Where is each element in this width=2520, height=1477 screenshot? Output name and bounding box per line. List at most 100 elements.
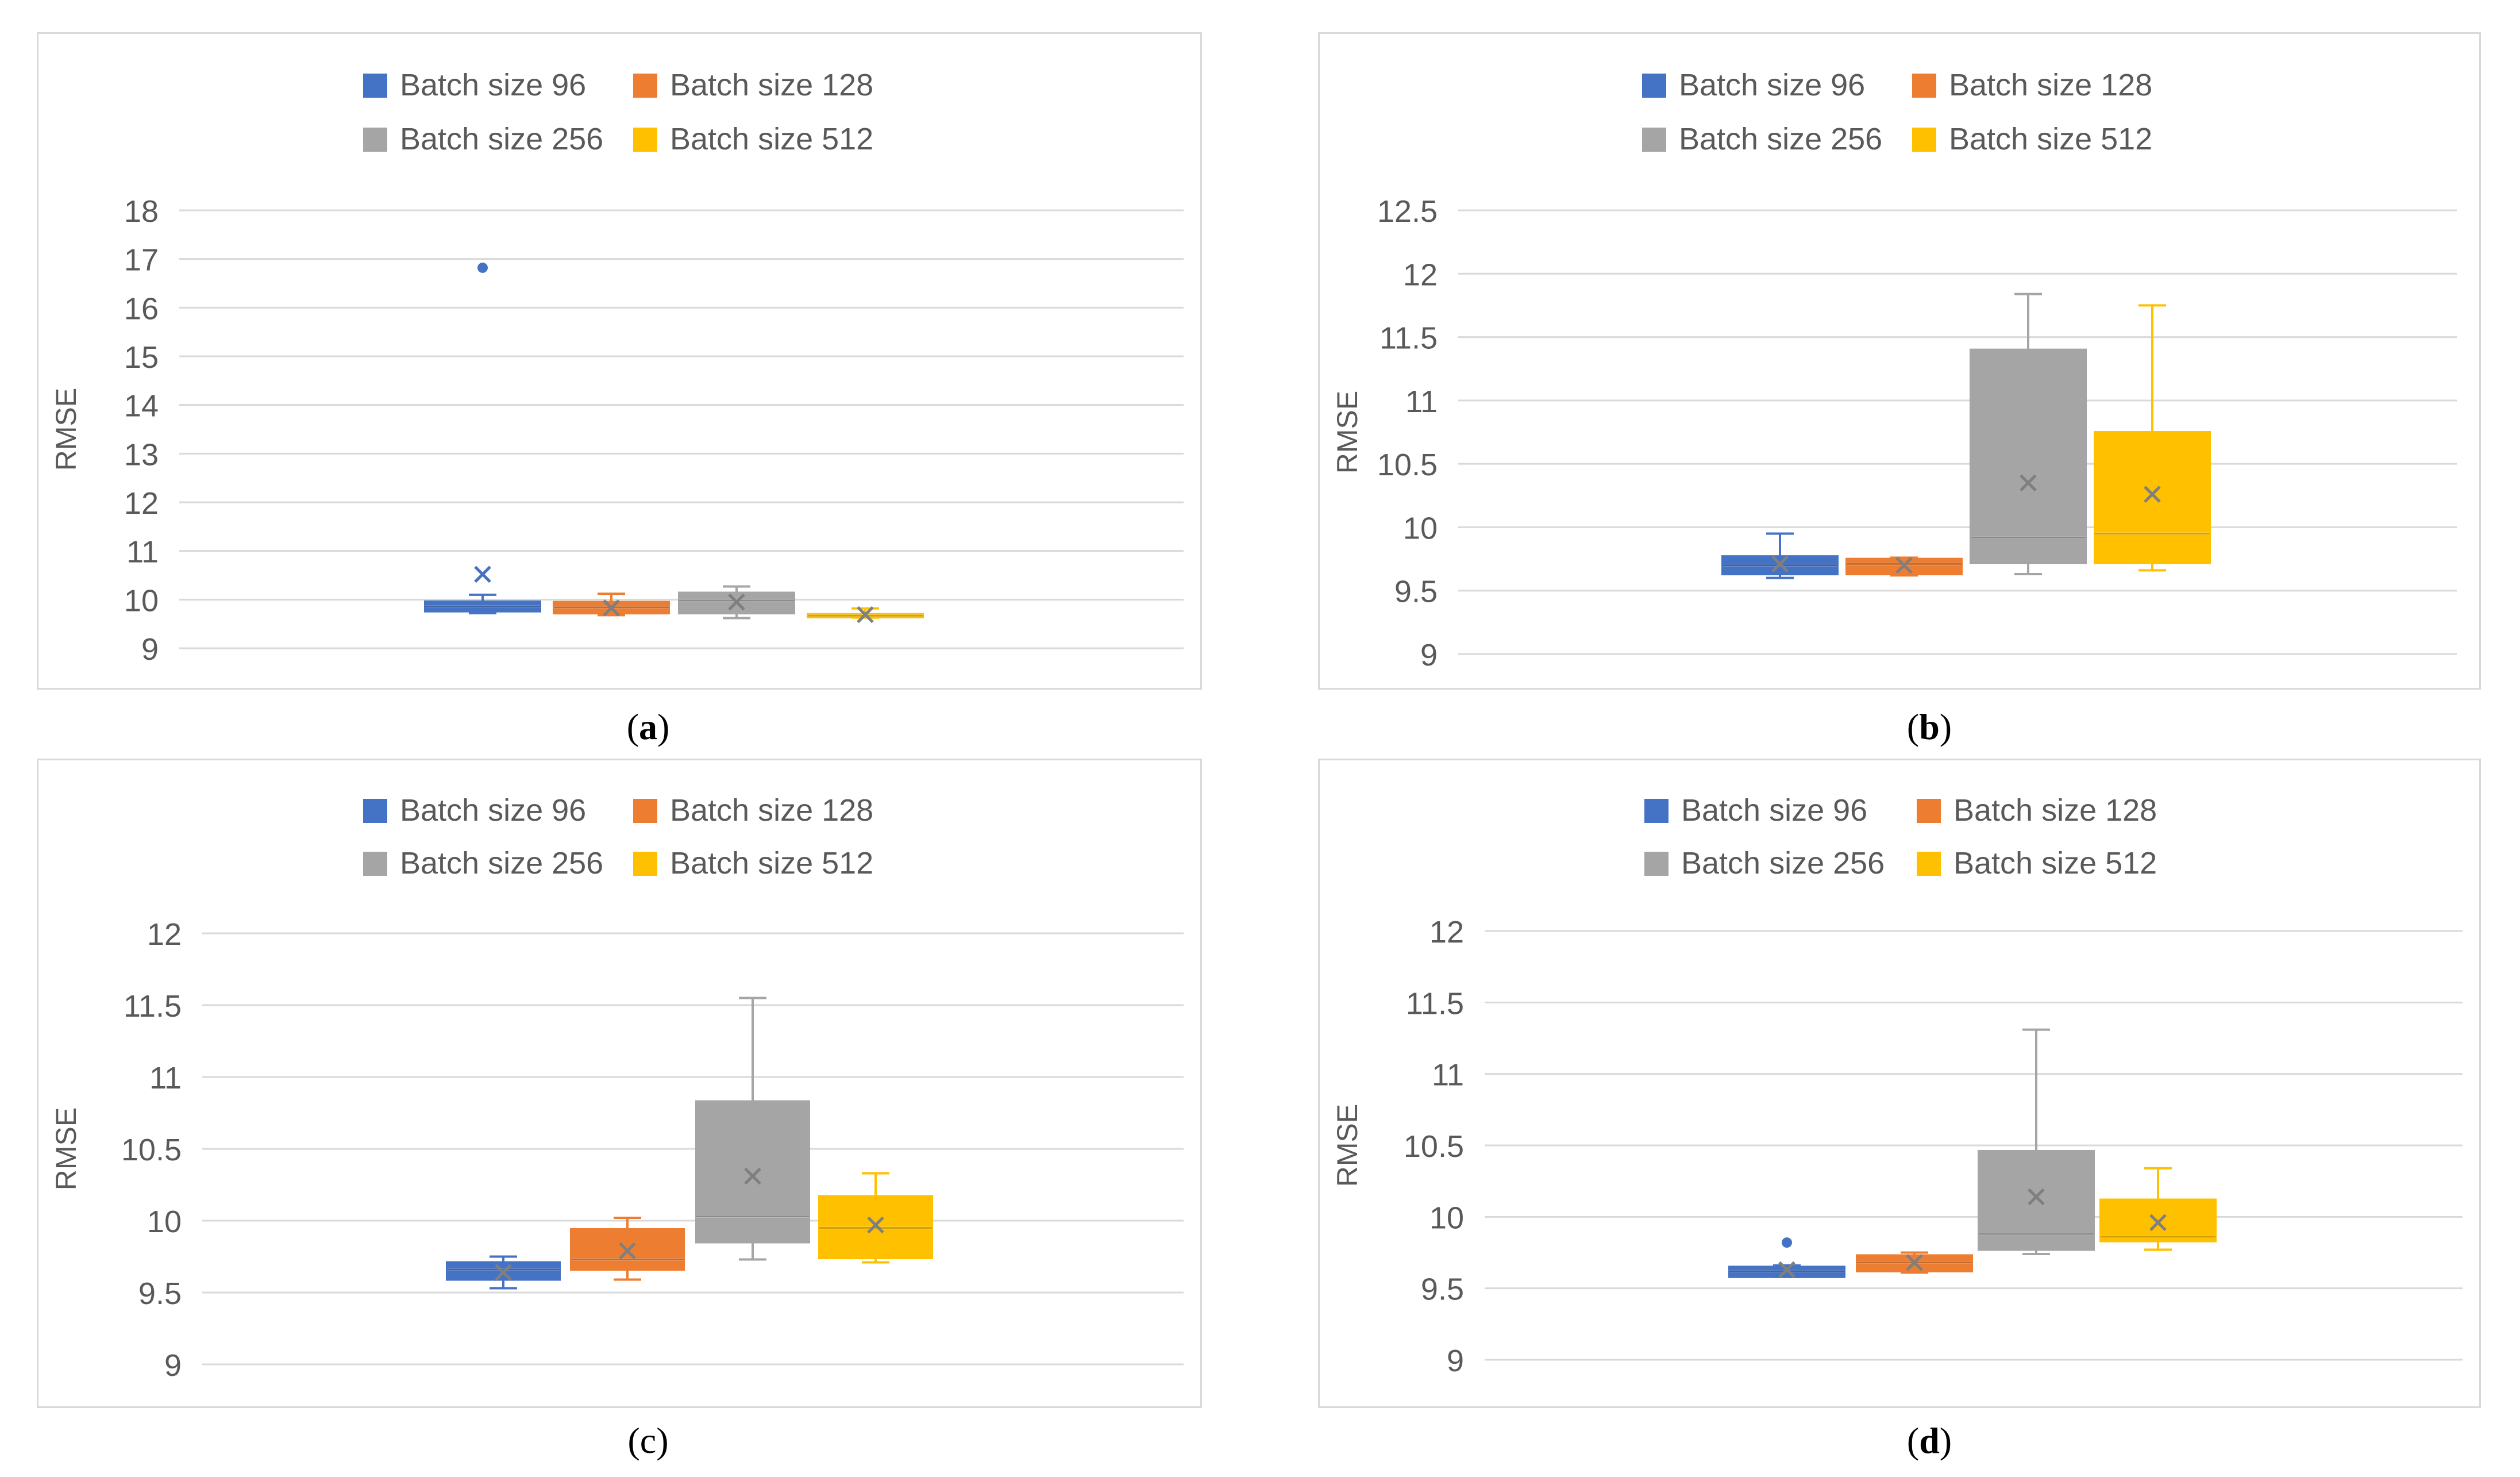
mean-marker bbox=[2144, 486, 2161, 503]
caption-c: (c) bbox=[627, 1420, 669, 1461]
y-tick-label: 9 bbox=[164, 1348, 182, 1383]
y-tick-label: 13 bbox=[124, 437, 159, 472]
box-batch-size-256 bbox=[1970, 293, 2087, 576]
legend-swatch bbox=[1644, 852, 1669, 876]
legend-swatch bbox=[1644, 799, 1669, 823]
legend-swatch bbox=[1917, 799, 1941, 823]
legend-label: Batch size 128 bbox=[670, 793, 873, 828]
box-body bbox=[678, 591, 795, 615]
y-tick-label: 12 bbox=[1403, 257, 1438, 292]
chart-panel-c bbox=[37, 759, 1202, 1408]
y-tick-label: 10.5 bbox=[1377, 448, 1438, 482]
legend-swatch bbox=[633, 852, 657, 876]
chart-c: 9 9.5 10 10.5 11 11.5 12 RMSE Batch size 96 Batch… bbox=[50, 793, 1184, 1383]
mean-marker bbox=[1895, 556, 1913, 574]
legend-label: Batch size 128 bbox=[670, 68, 873, 102]
legend-label: Batch size 96 bbox=[1681, 793, 1867, 828]
y-tick-label: 11.5 bbox=[1380, 321, 1438, 356]
y-tick-label: 12 bbox=[124, 486, 159, 521]
mean-marker bbox=[867, 1216, 884, 1234]
y-axis-label: RMSE bbox=[1331, 1104, 1363, 1187]
legend-swatch bbox=[633, 74, 657, 98]
box-batch-size-128 bbox=[1845, 556, 1963, 577]
y-tick-label: 11.5 bbox=[1406, 986, 1464, 1021]
outlier-point bbox=[477, 262, 488, 273]
y-tick-label: 11 bbox=[149, 1061, 182, 1095]
y-tick-label: 15 bbox=[124, 340, 159, 375]
legend-label: Batch size 256 bbox=[1679, 122, 1882, 156]
legend-label: Batch size 512 bbox=[670, 846, 873, 880]
y-tick-label: 10.5 bbox=[1404, 1129, 1464, 1164]
mean-marker bbox=[474, 566, 491, 583]
mean-marker bbox=[744, 1167, 761, 1185]
y-tick-label: 11 bbox=[1432, 1058, 1464, 1093]
box-batch-size-96 bbox=[424, 262, 541, 615]
legend-label: Batch size 128 bbox=[1953, 793, 2157, 828]
legend-label: Batch size 96 bbox=[400, 68, 586, 102]
y-axis-label: RMSE bbox=[50, 1107, 82, 1190]
y-tick-label: 10 bbox=[1403, 511, 1438, 545]
box-batch-size-128 bbox=[1856, 1251, 1973, 1274]
y-tick-label: 18 bbox=[124, 194, 159, 229]
legend-swatch bbox=[633, 799, 657, 823]
box-batch-size-512 bbox=[2094, 304, 2211, 572]
box-batch-size-256 bbox=[695, 997, 810, 1261]
box-body bbox=[695, 1100, 810, 1244]
caption-b: (b) bbox=[1906, 706, 1952, 747]
mean-marker bbox=[728, 593, 745, 611]
box-batch-size-96 bbox=[1728, 1237, 1845, 1279]
legend-label: Batch size 256 bbox=[400, 846, 603, 880]
mean-marker bbox=[1771, 555, 1789, 573]
y-tick-label: 10.5 bbox=[121, 1133, 182, 1167]
mean-marker bbox=[857, 606, 874, 624]
legend-swatch bbox=[363, 74, 387, 98]
y-tick-label: 17 bbox=[124, 243, 159, 278]
box-body bbox=[1970, 348, 2087, 564]
y-tick-label: 11.5 bbox=[124, 989, 182, 1024]
chart-panel-b bbox=[1318, 32, 2481, 690]
mean-marker bbox=[495, 1264, 512, 1281]
y-tick-label: 12.5 bbox=[1377, 194, 1438, 229]
chart-a: 9 10 11 12 13 14 15 16 17 18 RMSE Batch size 96 Batc… bbox=[50, 68, 1184, 667]
legend-label: Batch size 512 bbox=[670, 122, 873, 156]
box-batch-size-128 bbox=[570, 1217, 685, 1281]
y-tick-label: 9.5 bbox=[1394, 575, 1438, 609]
legend-swatch bbox=[1642, 74, 1666, 98]
legend-label: Batch size 512 bbox=[1949, 122, 2152, 156]
legend-swatch bbox=[1917, 852, 1941, 876]
y-tick-label: 11 bbox=[1405, 384, 1438, 419]
legend-swatch bbox=[1642, 128, 1666, 152]
box-body bbox=[446, 1261, 561, 1281]
y-tick-label: 12 bbox=[147, 917, 182, 952]
legend-label: Batch size 128 bbox=[1949, 68, 2152, 102]
y-tick-label: 16 bbox=[124, 291, 159, 326]
y-tick-label: 9 bbox=[1420, 638, 1438, 672]
legend-label: Batch size 96 bbox=[1679, 68, 1865, 102]
box-batch-size-256 bbox=[1978, 1028, 2095, 1255]
y-tick-label: 11 bbox=[126, 535, 159, 570]
caption-d: (d) bbox=[1906, 1420, 1952, 1461]
y-tick-label: 10 bbox=[1429, 1201, 1464, 1235]
box-batch-size-96 bbox=[446, 1255, 561, 1290]
y-tick-label: 9.5 bbox=[138, 1276, 182, 1311]
legend-swatch bbox=[363, 852, 387, 876]
legend-label: Batch size 256 bbox=[1681, 846, 1885, 880]
box-batch-size-512 bbox=[818, 1172, 933, 1264]
outlier-point bbox=[1782, 1237, 1792, 1248]
legend-swatch bbox=[363, 128, 387, 152]
mean-marker bbox=[2149, 1214, 2167, 1232]
y-tick-label: 9 bbox=[1447, 1344, 1464, 1378]
box-batch-size-128 bbox=[553, 593, 670, 617]
chart-panel-a bbox=[37, 32, 1202, 690]
y-tick-label: 9.5 bbox=[1421, 1272, 1464, 1307]
mean-marker bbox=[603, 599, 620, 617]
y-tick-label: 9 bbox=[141, 632, 159, 667]
box-batch-size-256 bbox=[678, 585, 795, 620]
y-tick-label: 12 bbox=[1429, 915, 1464, 949]
legend-label: Batch size 256 bbox=[400, 122, 603, 156]
mean-marker bbox=[1906, 1254, 1923, 1271]
legend-swatch bbox=[1912, 128, 1936, 152]
legend-swatch bbox=[363, 799, 387, 823]
legend-label: Batch size 96 bbox=[400, 793, 586, 828]
